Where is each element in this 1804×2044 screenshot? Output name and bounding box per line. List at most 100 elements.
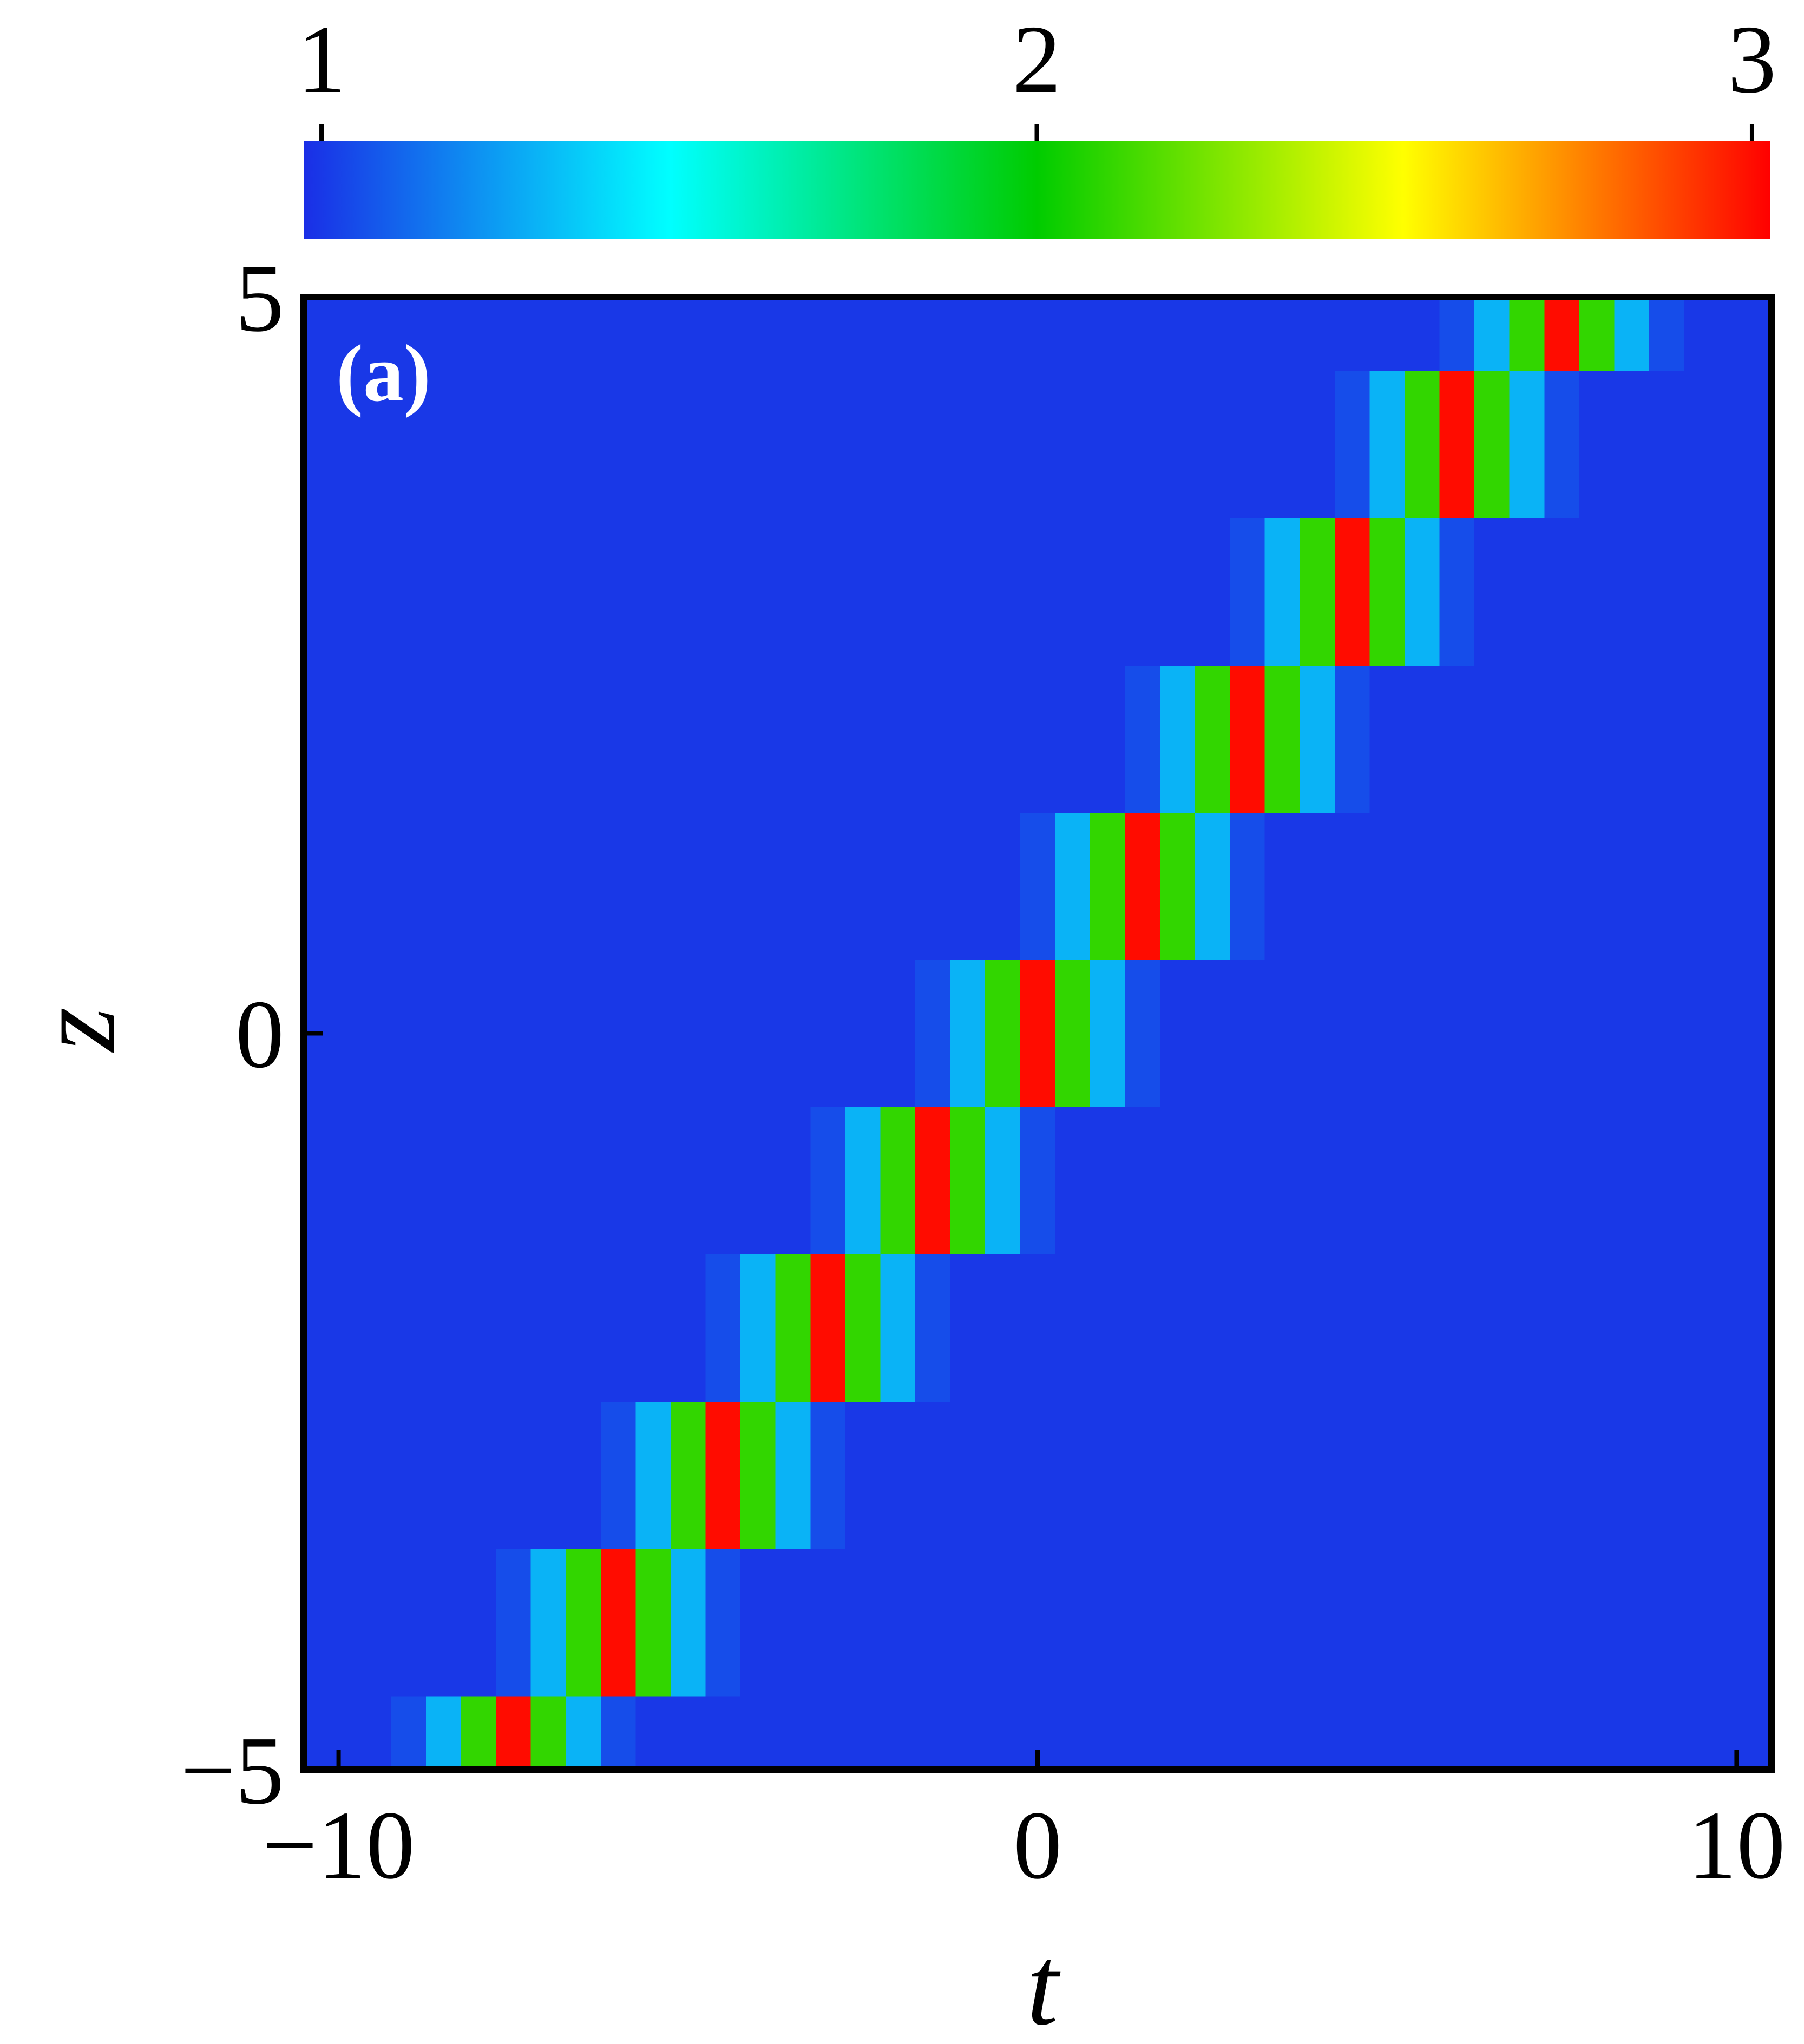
heatmap-cell bbox=[356, 297, 391, 371]
heatmap-cell bbox=[880, 1107, 916, 1255]
heatmap-cell bbox=[1195, 665, 1230, 813]
heatmap-cell bbox=[1369, 518, 1405, 666]
heatmap-cell bbox=[915, 1695, 951, 1770]
heatmap-cell bbox=[1334, 297, 1370, 371]
heatmap-cell bbox=[1614, 518, 1650, 666]
heatmap-cell bbox=[1579, 1695, 1615, 1770]
heatmap-cell bbox=[845, 1548, 881, 1697]
heatmap-cell bbox=[1195, 297, 1230, 371]
heatmap-cell bbox=[810, 1401, 846, 1549]
heatmap-cell bbox=[1300, 1254, 1335, 1402]
heatmap-cell bbox=[530, 665, 566, 813]
heatmap-cell bbox=[496, 1548, 532, 1697]
heatmap-cell bbox=[1579, 959, 1615, 1108]
heatmap-cell bbox=[1474, 297, 1510, 371]
heatmap-cell bbox=[496, 1401, 532, 1549]
heatmap-cell bbox=[1719, 812, 1755, 960]
heatmap-cell bbox=[1334, 371, 1370, 518]
heatmap-cell bbox=[705, 1107, 741, 1255]
heatmap-cell bbox=[635, 1254, 671, 1402]
heatmap-cell bbox=[426, 1695, 462, 1770]
heatmap-cell bbox=[671, 297, 706, 371]
heatmap-cell bbox=[1230, 371, 1265, 518]
heatmap-cell bbox=[1264, 959, 1300, 1108]
heatmap-cell bbox=[1474, 518, 1510, 666]
heatmap-cell bbox=[635, 297, 671, 371]
heatmap-cell bbox=[915, 297, 951, 371]
heatmap-cell bbox=[810, 1254, 846, 1402]
heatmap-cell bbox=[496, 297, 532, 371]
heatmap-cell bbox=[1160, 1107, 1196, 1255]
heatmap-cell bbox=[705, 959, 741, 1108]
heatmap-cell bbox=[1544, 371, 1580, 518]
heatmap-cell bbox=[496, 1695, 532, 1770]
heatmap-cell bbox=[530, 371, 566, 518]
heatmap-cell bbox=[1020, 1548, 1055, 1697]
heatmap-cell bbox=[566, 959, 601, 1108]
heatmap-cell bbox=[915, 1107, 951, 1255]
heatmap-cell bbox=[1439, 1107, 1475, 1255]
heatmap-cell bbox=[1544, 1254, 1580, 1402]
heatmap-cell bbox=[1579, 812, 1615, 960]
heatmap-cell bbox=[1090, 959, 1125, 1108]
heatmap-cell bbox=[1334, 812, 1370, 960]
heatmap-cell bbox=[1020, 665, 1055, 813]
heatmap-cell bbox=[985, 1107, 1021, 1255]
heatmap-cell bbox=[321, 1548, 357, 1697]
heatmap-cell bbox=[356, 1254, 391, 1402]
heatmap-cell bbox=[1264, 297, 1300, 371]
heatmap-cell bbox=[1614, 1401, 1650, 1549]
heatmap-cell bbox=[1649, 1695, 1685, 1770]
heatmap-cell bbox=[671, 1254, 706, 1402]
heatmap-cell bbox=[845, 1107, 881, 1255]
heatmap-cell bbox=[1369, 1401, 1405, 1549]
heatmap-cell bbox=[1230, 1107, 1265, 1255]
heatmap-cell bbox=[391, 1107, 427, 1255]
heatmap-cell bbox=[1439, 371, 1475, 518]
heatmap-cell bbox=[1195, 1254, 1230, 1402]
heatmap-cell bbox=[635, 665, 671, 813]
heatmap-cell bbox=[880, 1254, 916, 1402]
heatmap-cell bbox=[1579, 1548, 1615, 1697]
heatmap-cell bbox=[1684, 665, 1720, 813]
heatmap-cell bbox=[1369, 1107, 1405, 1255]
heatmap-cell bbox=[600, 518, 636, 666]
heatmap-cell bbox=[915, 371, 951, 518]
heatmap-cell bbox=[1125, 1548, 1160, 1697]
heatmap-cell bbox=[600, 371, 636, 518]
heatmap-cell bbox=[845, 1695, 881, 1770]
heatmap-cell bbox=[810, 665, 846, 813]
heatmap-cell bbox=[775, 1107, 811, 1255]
heatmap-cell bbox=[1160, 518, 1196, 666]
heatmap-cell bbox=[880, 371, 916, 518]
heatmap-cell bbox=[1055, 1254, 1091, 1402]
heatmap-cell bbox=[985, 1548, 1021, 1697]
heatmap-cell bbox=[1055, 665, 1091, 813]
heatmap-cell bbox=[461, 371, 496, 518]
heatmap-cell bbox=[1300, 1695, 1335, 1770]
heatmap-cell bbox=[775, 1401, 811, 1549]
heatmap-cell bbox=[1439, 959, 1475, 1108]
heatmap-cell bbox=[705, 518, 741, 666]
heatmap-cell bbox=[321, 1254, 357, 1402]
heatmap-cell bbox=[1334, 959, 1370, 1108]
heatmap-cell bbox=[426, 371, 462, 518]
heatmap-cell bbox=[1649, 371, 1685, 518]
heatmap-cell bbox=[1195, 1548, 1230, 1697]
heatmap-cell bbox=[391, 1254, 427, 1402]
heatmap-cell bbox=[1125, 1401, 1160, 1549]
heatmap-cell bbox=[1649, 959, 1685, 1108]
heatmap-cell bbox=[496, 371, 532, 518]
heatmap-cell bbox=[635, 1548, 671, 1697]
heatmap-cell bbox=[1474, 1254, 1510, 1402]
heatmap-cell bbox=[1020, 1401, 1055, 1549]
heatmap-cell bbox=[530, 812, 566, 960]
heatmap-cell bbox=[985, 1695, 1021, 1770]
heatmap-cell bbox=[1405, 1548, 1440, 1697]
heatmap-cell bbox=[426, 518, 462, 666]
heatmap-cell bbox=[740, 959, 776, 1108]
heatmap-cell bbox=[391, 518, 427, 666]
heatmap-cell bbox=[426, 812, 462, 960]
heatmap-cell bbox=[426, 665, 462, 813]
heatmap-cell bbox=[671, 371, 706, 518]
